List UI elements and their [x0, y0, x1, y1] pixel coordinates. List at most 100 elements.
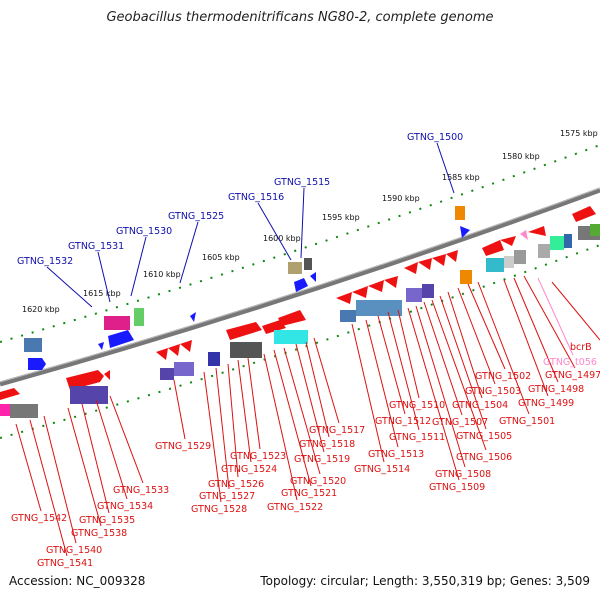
- gene-block[interactable]: [0, 404, 10, 416]
- gene-label[interactable]: GTNG_1498: [528, 384, 584, 395]
- gene-label[interactable]: GTNG_1497: [545, 370, 600, 381]
- gene-label[interactable]: GTNG_1517: [309, 425, 365, 436]
- gene-label[interactable]: GTNG_1540: [46, 545, 102, 556]
- gene-arrow[interactable]: [446, 250, 458, 262]
- gene-label[interactable]: GTNG_1528: [191, 504, 247, 515]
- gene-label[interactable]: GTNG_1499: [518, 398, 574, 409]
- gene-arrow[interactable]: [460, 226, 470, 238]
- gene-arrow[interactable]: [98, 342, 104, 350]
- gene-label[interactable]: GTNG_1519: [294, 454, 350, 465]
- gene-block[interactable]: [356, 300, 402, 316]
- gene-label[interactable]: GTNG_1532: [17, 256, 73, 267]
- gene-label[interactable]: GTNG_1512: [375, 416, 431, 427]
- gene-label[interactable]: GTNG_1542: [11, 513, 67, 524]
- gene-label[interactable]: GTNG_1516: [228, 192, 284, 203]
- gene-block[interactable]: [174, 362, 194, 376]
- gene-arrow[interactable]: [262, 320, 286, 334]
- gene-block[interactable]: [550, 236, 564, 250]
- gene-block[interactable]: [460, 270, 472, 284]
- gene-label[interactable]: GTNG_1510: [389, 400, 445, 411]
- gene-block[interactable]: [590, 224, 600, 236]
- gene-arrow[interactable]: [104, 370, 110, 380]
- gene-label[interactable]: GTNG_1507: [432, 417, 488, 428]
- gene-arrow[interactable]: [404, 262, 418, 274]
- gene-arrow[interactable]: [336, 292, 352, 304]
- gene-arrow[interactable]: [294, 278, 308, 292]
- gene-label[interactable]: GTNG_1531: [68, 241, 124, 252]
- gene-label[interactable]: GTNG_1513: [368, 449, 424, 460]
- gene-label[interactable]: GTNG_1541: [37, 558, 93, 569]
- gene-block[interactable]: [455, 206, 465, 220]
- gene-label[interactable]: GTNG_1502: [475, 371, 531, 382]
- gene-label[interactable]: GTNG_1534: [97, 501, 153, 512]
- gene-label[interactable]: bcrB: [570, 342, 592, 353]
- gene-block[interactable]: [538, 244, 550, 258]
- gene-block[interactable]: [160, 368, 174, 380]
- gene-block[interactable]: [208, 352, 220, 366]
- gene-arrow[interactable]: [418, 258, 432, 270]
- gene-arrow[interactable]: [190, 312, 196, 322]
- gene-block[interactable]: [70, 386, 108, 404]
- gene-label[interactable]: GTNG_1504: [452, 400, 508, 411]
- gene-label[interactable]: GTNG_1525: [168, 211, 224, 222]
- rna-gene[interactable]: [520, 230, 528, 240]
- gene-block[interactable]: [504, 256, 514, 268]
- gene-block[interactable]: [230, 342, 262, 358]
- gene-arrow[interactable]: [168, 344, 180, 356]
- gene-block[interactable]: [514, 250, 526, 264]
- gene-arrow[interactable]: [278, 310, 306, 326]
- gene-arrow[interactable]: [66, 370, 104, 390]
- gene-block[interactable]: [24, 338, 42, 352]
- gene-label[interactable]: GTNG_1503: [465, 386, 521, 397]
- gene-label[interactable]: GTNG_1514: [354, 464, 410, 475]
- gene-label[interactable]: GTNG_1533: [113, 485, 169, 496]
- gene-block[interactable]: [406, 288, 422, 302]
- gene-label[interactable]: GTNG_1518: [299, 439, 355, 450]
- gene-block[interactable]: [486, 258, 504, 272]
- gene-arrow[interactable]: [528, 226, 546, 236]
- gene-label[interactable]: GTNG_1522: [267, 502, 323, 513]
- gene-block[interactable]: [104, 316, 130, 330]
- gene-arrow[interactable]: [482, 240, 504, 256]
- gene-block[interactable]: [340, 310, 356, 322]
- gene-arrow[interactable]: [0, 388, 20, 400]
- gene-label[interactable]: GTNG_1527: [199, 491, 255, 502]
- gene-arrow[interactable]: [352, 286, 368, 298]
- gene-label[interactable]: GTNG_1538: [71, 528, 127, 539]
- gene-label[interactable]: GTNG_1523: [230, 451, 286, 462]
- gene-label[interactable]: GTNG_1508: [435, 469, 491, 480]
- gene-block[interactable]: [274, 330, 308, 344]
- gene-label[interactable]: GTNG_1526: [208, 479, 264, 490]
- gene-arrow[interactable]: [226, 322, 262, 340]
- gene-block[interactable]: [288, 262, 302, 274]
- gene-arrow[interactable]: [310, 272, 316, 282]
- gene-label[interactable]: GTNG_1524: [221, 464, 277, 475]
- gene-label[interactable]: GTNG_1509: [429, 482, 485, 493]
- gene-block[interactable]: [304, 258, 312, 270]
- gene-arrow[interactable]: [108, 330, 134, 348]
- gene-block[interactable]: [422, 284, 434, 298]
- gene-arrow[interactable]: [500, 236, 516, 246]
- gene-label[interactable]: GTNG_1511: [389, 432, 445, 443]
- gene-arrow[interactable]: [368, 280, 384, 292]
- gene-label[interactable]: GTNG_1520: [290, 476, 346, 487]
- gene-arrow[interactable]: [384, 276, 398, 288]
- gene-arrow[interactable]: [432, 254, 446, 266]
- gene-block[interactable]: [134, 308, 144, 326]
- gene-arrow[interactable]: [572, 206, 596, 222]
- gene-arrow[interactable]: [28, 358, 46, 370]
- gene-label[interactable]: GTNG_1500: [407, 132, 463, 143]
- gene-label[interactable]: GTNG_1505: [456, 431, 512, 442]
- gene-block[interactable]: [10, 404, 38, 418]
- gene-label[interactable]: GTNG_1515: [274, 177, 330, 188]
- gene-label[interactable]: GTNG_1506: [456, 452, 512, 463]
- gene-block[interactable]: [564, 234, 572, 248]
- gene-label[interactable]: GTNG_1530: [116, 226, 172, 237]
- gene-label[interactable]: GTNG_1535: [79, 515, 135, 526]
- gene-label[interactable]: GTNG_1529: [155, 441, 211, 452]
- gene-label[interactable]: GTNG_1501: [499, 416, 555, 427]
- gene-label[interactable]: GTNG_t056: [543, 357, 597, 368]
- gene-arrow[interactable]: [156, 348, 168, 360]
- gene-arrow[interactable]: [180, 340, 192, 352]
- gene-label[interactable]: GTNG_1521: [281, 488, 337, 499]
